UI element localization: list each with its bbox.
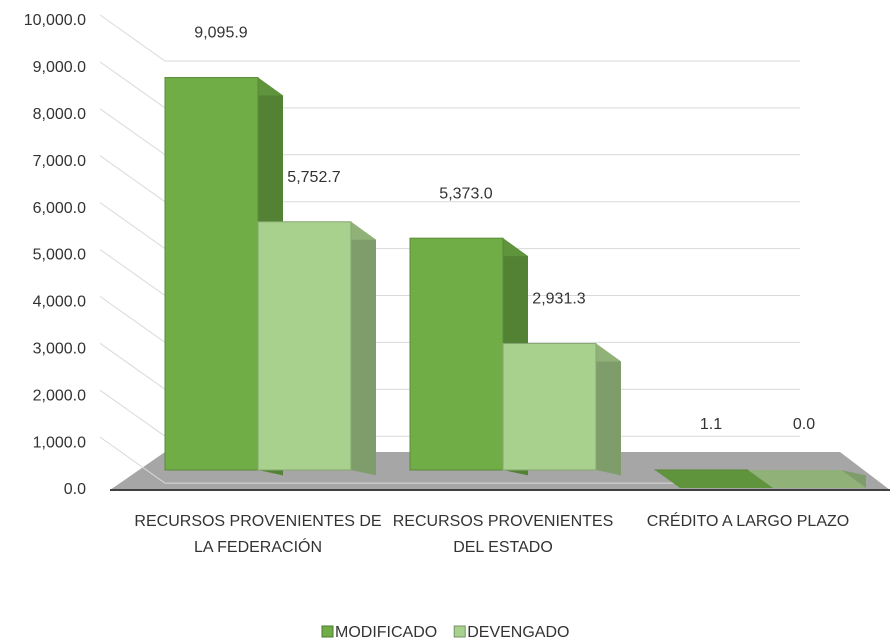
x-tick-label: RECURSOS PROVENIENTES DEL ESTADO <box>393 513 613 556</box>
value-label: 2,931.3 <box>532 291 585 308</box>
y-tick-label: 3,000.0 <box>33 341 86 358</box>
x-tick-label: RECURSOS PROVENIENTES DE LA FEDERACIÓN <box>134 513 381 556</box>
bar-top <box>748 470 866 488</box>
legend-label: MODIFICADO <box>335 624 437 641</box>
y-tick-label: 9,000.0 <box>33 59 86 76</box>
value-label: 5,373.0 <box>439 185 492 202</box>
bar-side <box>351 221 376 476</box>
bar-top <box>655 469 773 488</box>
bar <box>748 470 866 488</box>
y-tick-label: 7,000.0 <box>33 153 86 170</box>
grid-line <box>99 436 800 484</box>
bar-front <box>502 343 597 471</box>
grid-line <box>99 14 800 62</box>
legend-swatch <box>321 625 334 638</box>
y-tick-label: 0.0 <box>64 481 86 498</box>
y-tick-label: 6,000.0 <box>33 200 86 217</box>
value-label: 9,095.9 <box>194 25 247 42</box>
y-tick-label: 1,000.0 <box>33 434 86 451</box>
legend-label: DEVENGADO <box>467 624 569 641</box>
legend-swatch <box>453 625 466 638</box>
y-tick-label: 8,000.0 <box>33 106 86 123</box>
x-tick-label: CRÉDITO A LARGO PLAZO <box>647 511 849 530</box>
y-tick-label: 5,000.0 <box>33 247 86 264</box>
bar <box>502 343 621 476</box>
y-tick-label: 4,000.0 <box>33 294 86 311</box>
value-label: 0.0 <box>793 416 815 433</box>
y-tick-label: 10,000.0 <box>24 12 86 29</box>
value-label: 5,752.7 <box>287 169 340 186</box>
bar-front <box>257 221 352 471</box>
bar <box>257 221 376 476</box>
y-tick-label: 2,000.0 <box>33 387 86 404</box>
bar-front <box>164 77 259 471</box>
bar-front <box>409 237 504 471</box>
bar-side <box>596 343 621 476</box>
value-label: 1.1 <box>700 416 722 433</box>
